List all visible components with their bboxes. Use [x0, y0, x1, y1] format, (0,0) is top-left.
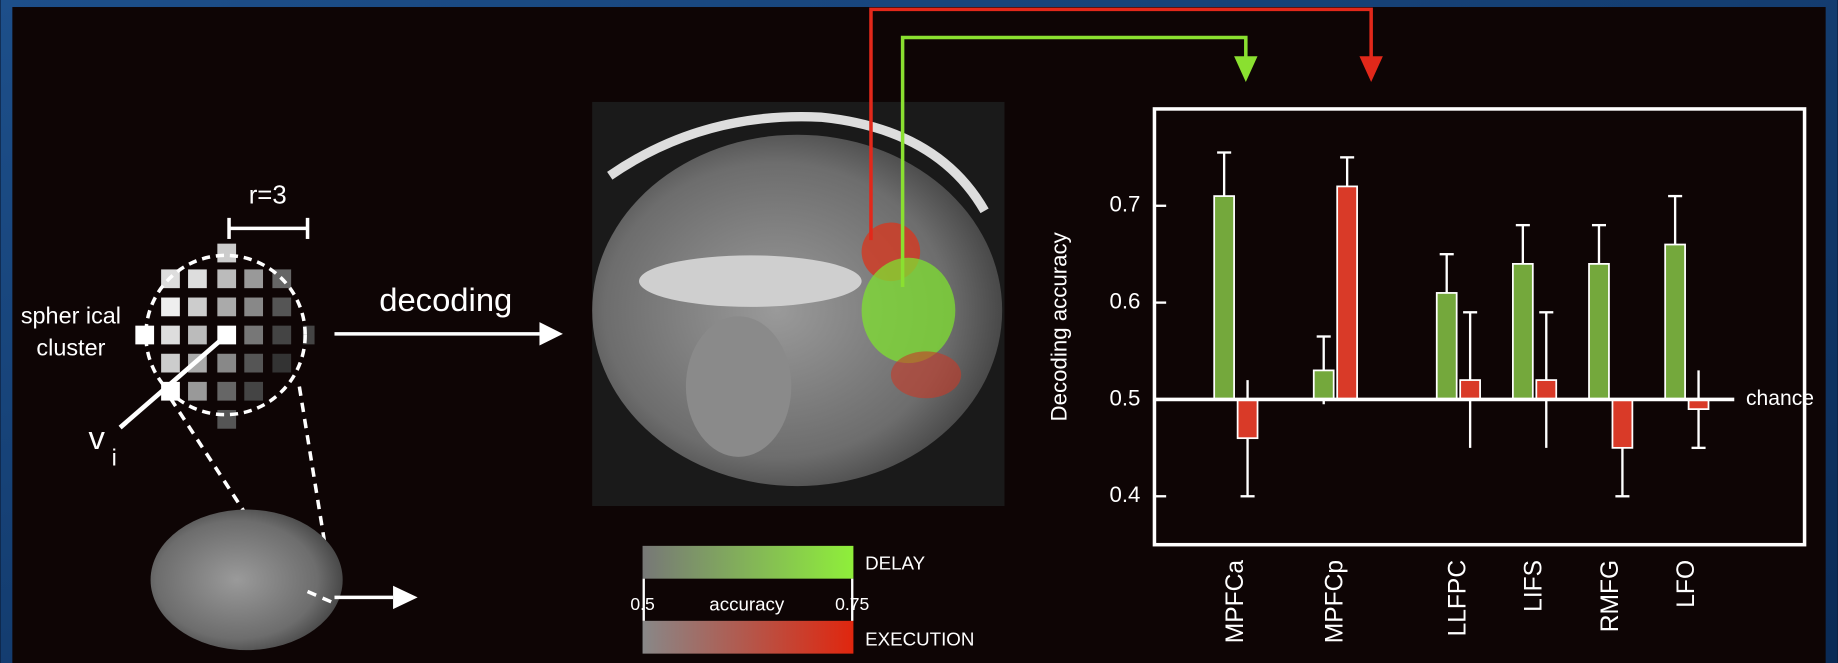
voxel-subscript: i	[112, 444, 117, 470]
colorbar-title: accuracy	[709, 594, 785, 615]
bar	[1665, 245, 1685, 400]
y-tick-label: 0.7	[1109, 192, 1140, 217]
bar	[1314, 370, 1334, 399]
y-tick-label: 0.4	[1109, 482, 1140, 507]
bar	[1536, 380, 1556, 399]
y-axis-label: Decoding accuracy	[1047, 231, 1072, 421]
x-tick-label: LFO	[1673, 560, 1700, 608]
y-tick-label: 0.5	[1109, 385, 1140, 410]
colorbar-max: 0.75	[835, 594, 869, 614]
x-tick-label: MPFCa	[1222, 560, 1249, 644]
x-tick-label: RMFG	[1597, 560, 1624, 632]
figure: r=3 spher ical cluster v i decoding 0.5 …	[0, 0, 1838, 663]
bar	[1589, 264, 1609, 400]
legend-label: DELAY	[865, 553, 926, 574]
bar	[1337, 186, 1357, 399]
bar	[1214, 196, 1234, 399]
cluster-label: cluster	[36, 334, 105, 360]
colorbar-min: 0.5	[630, 594, 655, 614]
bar	[1238, 399, 1258, 438]
baseline-label: chance	[1746, 387, 1814, 410]
x-tick-label: LLFPC	[1445, 560, 1472, 637]
cluster-label: spher ical	[21, 303, 121, 329]
legend-label: EXECUTION	[865, 629, 974, 650]
y-tick-label: 0.6	[1109, 288, 1140, 313]
bar	[1460, 380, 1480, 399]
page: {"diagram":{"radius_label":"r=3","cluste…	[0, 0, 1838, 663]
radius-label: r=3	[249, 182, 287, 210]
bar	[1437, 293, 1457, 400]
bar	[1513, 264, 1533, 400]
x-tick-label: LIFS	[1521, 560, 1548, 612]
x-tick-label: MPFCp	[1322, 560, 1349, 643]
voxel-label: v	[88, 419, 105, 456]
bar	[1612, 399, 1632, 447]
arrow-label: decoding	[379, 281, 512, 318]
